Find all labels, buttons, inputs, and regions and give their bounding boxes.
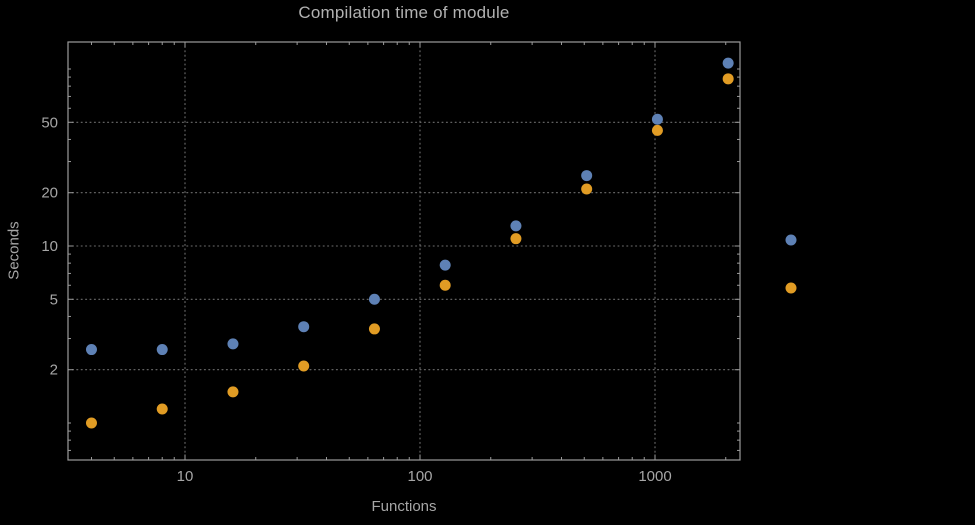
y-tick-label: 5 — [50, 291, 58, 308]
data-point-series-orange — [510, 233, 522, 245]
data-point-series-blue — [227, 338, 239, 350]
data-point-series-orange — [85, 417, 97, 429]
data-point-series-orange — [227, 386, 239, 398]
legend-marker-legend-orange — [785, 282, 797, 294]
data-point-series-blue — [581, 170, 593, 182]
plot-frame — [67, 41, 741, 461]
data-point-series-orange — [156, 403, 168, 415]
data-point-series-blue — [298, 321, 310, 333]
chart-title: Compilation time of module — [298, 3, 510, 22]
data-point-series-orange — [651, 124, 663, 136]
data-point-series-orange — [298, 360, 310, 372]
y-tick-label: 20 — [41, 185, 58, 202]
y-tick-label: 10 — [41, 238, 58, 255]
data-point-series-blue — [156, 344, 168, 356]
data-point-series-orange — [439, 279, 451, 291]
data-point-series-blue — [439, 259, 451, 271]
data-point-series-blue — [368, 293, 380, 305]
x-tick-label: 10 — [177, 468, 194, 485]
data-point-series-orange — [722, 73, 734, 85]
x-tick-label: 1000 — [638, 468, 671, 485]
x-tick-label: 100 — [407, 468, 432, 485]
data-point-series-orange — [581, 183, 593, 195]
x-axis-label: Functions — [371, 498, 437, 515]
data-point-series-blue — [722, 57, 734, 69]
data-point-series-blue — [85, 344, 97, 356]
y-tick-label: 2 — [50, 362, 58, 379]
legend-marker-legend-blue — [785, 234, 797, 246]
data-point-series-orange — [368, 323, 380, 335]
y-tick-label: 50 — [41, 114, 58, 131]
data-point-series-blue — [651, 113, 663, 125]
data-point-series-blue — [510, 220, 522, 232]
